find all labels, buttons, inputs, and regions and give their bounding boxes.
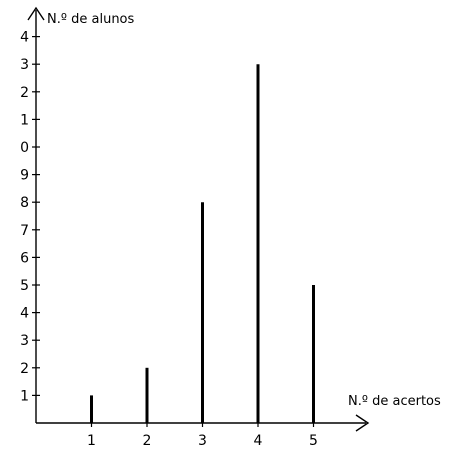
y-tick-label: 8 [20,195,29,211]
y-tick-label: 5 [20,278,29,294]
y-tick-label: 1 [20,112,29,128]
y-tick-label: 6 [20,250,29,266]
x-axis-arrowhead [355,414,370,432]
y-tick-label: 3 [20,333,29,349]
x-tick-label: 1 [87,433,96,449]
y-axis-arrowhead [27,6,45,21]
y-tick-label: 7 [20,223,29,239]
y-tick-label: 3 [20,57,29,73]
x-tick-label: 4 [254,433,263,449]
y-tick-label: 4 [20,30,29,46]
y-tick-label: 0 [20,140,29,156]
y-tick-label: 9 [20,168,29,184]
y-tick-label: 2 [20,361,29,377]
y-ticks: 1 2 3 4 5 6 7 8 9 0 1 2 3 4 [20,30,40,404]
y-axis-title: N.º de alunos [47,12,135,27]
y-tick-label: 1 [20,388,29,404]
y-tick-label: 4 [20,306,29,322]
y-tick-label: 2 [20,85,29,101]
x-axis-title: N.º de acertos [348,394,441,409]
x-tick-label: 3 [198,433,207,449]
x-tick-label: 5 [309,433,318,449]
x-tick-label: 2 [143,433,152,449]
bars [90,64,315,423]
